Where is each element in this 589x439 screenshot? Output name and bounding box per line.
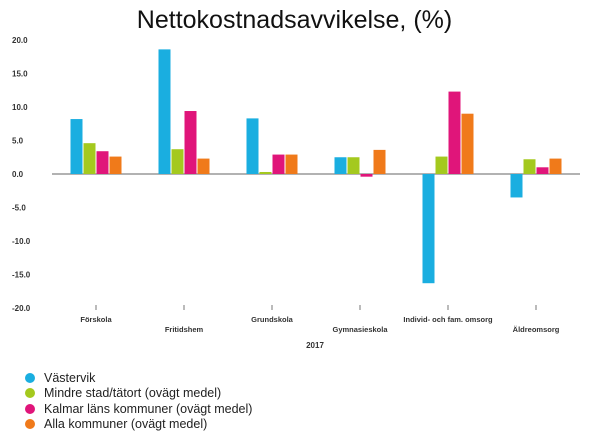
legend-item-vastervik: Västervik — [25, 370, 252, 386]
legend-label: Västervik — [44, 370, 96, 385]
bar — [549, 158, 562, 174]
bar — [347, 157, 360, 174]
bar — [523, 159, 536, 174]
chart-title: Nettokostnadsavvikelse, (%) — [136, 6, 453, 34]
y-tick-label: -5.0 — [12, 204, 26, 213]
y-tick-label: 10.0 — [12, 103, 28, 112]
bar — [184, 111, 197, 174]
x-tick-label: Grundskola — [251, 315, 294, 324]
legend: Västervik Mindre stad/tätort (ovägt mede… — [25, 370, 252, 432]
legend-item-mindre-stad: Mindre stad/tätort (ovägt medel) — [25, 386, 252, 402]
y-tick-label: -20.0 — [12, 304, 31, 313]
bar — [83, 143, 96, 174]
y-tick-label: 15.0 — [12, 70, 28, 79]
bar — [197, 158, 210, 174]
bar — [96, 151, 109, 174]
x-tick-label: Fritidshem — [165, 325, 204, 334]
bar — [536, 167, 549, 174]
x-tick-label: Förskola — [80, 315, 112, 324]
legend-swatch — [25, 372, 35, 383]
legend-label: Alla kommuner (ovägt medel) — [44, 417, 208, 432]
bar — [109, 156, 122, 174]
bar — [158, 49, 171, 174]
bar — [422, 174, 435, 284]
x-tick-label: Äldreomsorg — [513, 325, 560, 334]
legend-item-kalmar-lan: Kalmar läns kommuner (ovägt medel) — [25, 401, 252, 417]
y-tick-label: 0.0 — [12, 170, 24, 179]
x-tick-label: Gymnasieskola — [332, 325, 388, 334]
y-tick-label: -10.0 — [12, 237, 31, 246]
bar — [373, 149, 386, 174]
bar — [246, 118, 259, 174]
bar-chart: 20.0 15.0 10.0 5.0 0.0 -5.0 -10.0 -15.0 -20.0 För… — [12, 36, 580, 350]
bar — [435, 156, 448, 174]
legend-label: Kalmar läns kommuner (ovägt medel) — [44, 401, 253, 416]
bar — [448, 91, 461, 174]
x-axis-label: 2017 — [306, 341, 324, 350]
bar — [272, 154, 285, 174]
bar — [461, 113, 474, 174]
bar — [285, 154, 298, 174]
y-tick-label: -15.0 — [12, 271, 31, 280]
bar — [70, 119, 83, 174]
legend-swatch — [25, 388, 35, 399]
legend-swatch — [25, 419, 35, 430]
legend-swatch — [25, 403, 35, 414]
legend-label: Mindre stad/tätort (ovägt medel) — [44, 386, 222, 401]
y-tick-label: 20.0 — [12, 36, 28, 45]
bar — [510, 174, 523, 198]
legend-item-alla-kommuner: Alla kommuner (ovägt medel) — [25, 417, 252, 433]
bar — [360, 174, 373, 177]
x-tick-label: Individ- och fam. omsorg — [403, 315, 493, 324]
y-tick-label: 5.0 — [12, 137, 24, 146]
bar — [259, 171, 272, 174]
bar — [334, 157, 347, 174]
bar — [171, 149, 184, 174]
